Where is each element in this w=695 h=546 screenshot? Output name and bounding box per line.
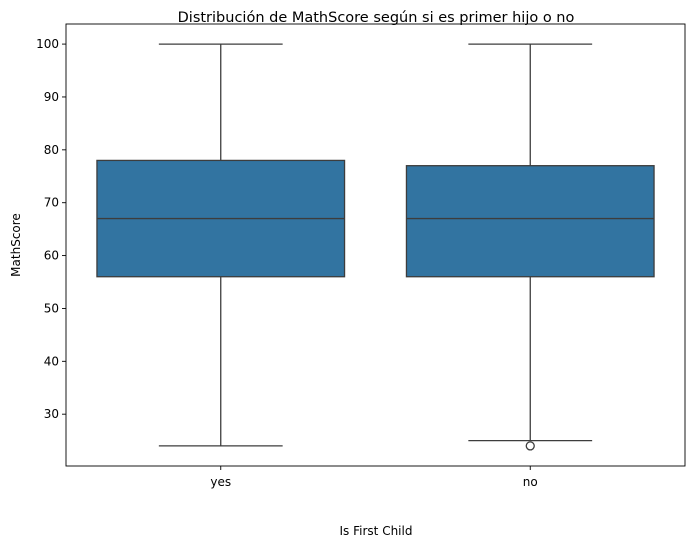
axes: 30 40 50 60 70 80 90 100 yes no (36, 37, 538, 489)
x-tick-label: no (523, 475, 538, 489)
y-tick-label: 30 (44, 407, 59, 421)
y-tick-label: 70 (44, 196, 59, 210)
plot-area (96, 43, 655, 451)
iqr-box (405, 165, 655, 278)
y-tick-label: 60 (44, 249, 59, 263)
y-tick-label: 50 (44, 301, 59, 315)
y-tick-label: 90 (44, 90, 59, 104)
box-no (405, 43, 655, 451)
y-tick-label: 100 (36, 37, 59, 51)
box-yes (96, 43, 346, 447)
chart-title: Distribución de MathScore según si es pr… (178, 10, 575, 26)
outlier-point (525, 441, 535, 451)
y-tick-label: 80 (44, 143, 59, 157)
x-tick-label: yes (210, 475, 231, 489)
y-tick-label: 40 (44, 354, 59, 368)
x-axis-label: Is First Child (340, 524, 413, 538)
plot-frame (65, 23, 686, 467)
y-axis-label: MathScore (9, 213, 23, 277)
